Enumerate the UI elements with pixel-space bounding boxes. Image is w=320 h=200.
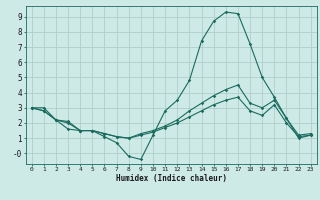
X-axis label: Humidex (Indice chaleur): Humidex (Indice chaleur): [116, 174, 227, 183]
